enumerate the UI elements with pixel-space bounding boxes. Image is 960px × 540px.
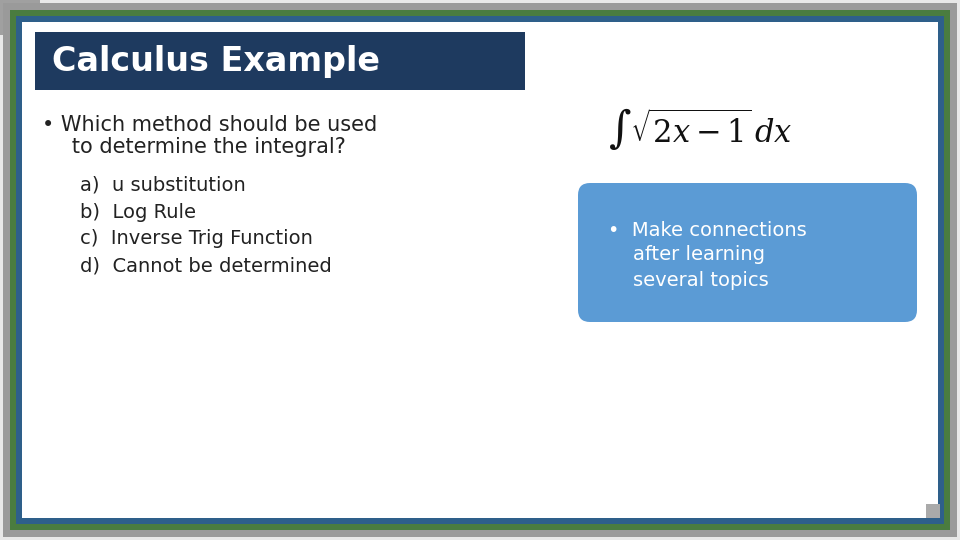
Text: after learning: after learning: [608, 246, 765, 265]
Bar: [35, 32, 525, 90]
Text: several topics: several topics: [608, 271, 769, 289]
Text: b)  Log Rule: b) Log Rule: [80, 202, 196, 221]
Text: to determine the integral?: to determine the integral?: [52, 137, 346, 157]
Text: •  Make connections: • Make connections: [608, 220, 806, 240]
Bar: [0, 0, 40, 35]
Text: • Which method should be used: • Which method should be used: [42, 115, 377, 135]
Text: $\int \sqrt{2x-1}\, dx$: $\int \sqrt{2x-1}\, dx$: [608, 106, 792, 153]
Text: Calculus Example: Calculus Example: [52, 44, 380, 78]
Bar: [926, 504, 940, 518]
Text: d)  Cannot be determined: d) Cannot be determined: [80, 256, 332, 275]
Text: a)  u substitution: a) u substitution: [80, 176, 246, 194]
FancyBboxPatch shape: [578, 183, 917, 322]
Text: c)  Inverse Trig Function: c) Inverse Trig Function: [80, 230, 313, 248]
